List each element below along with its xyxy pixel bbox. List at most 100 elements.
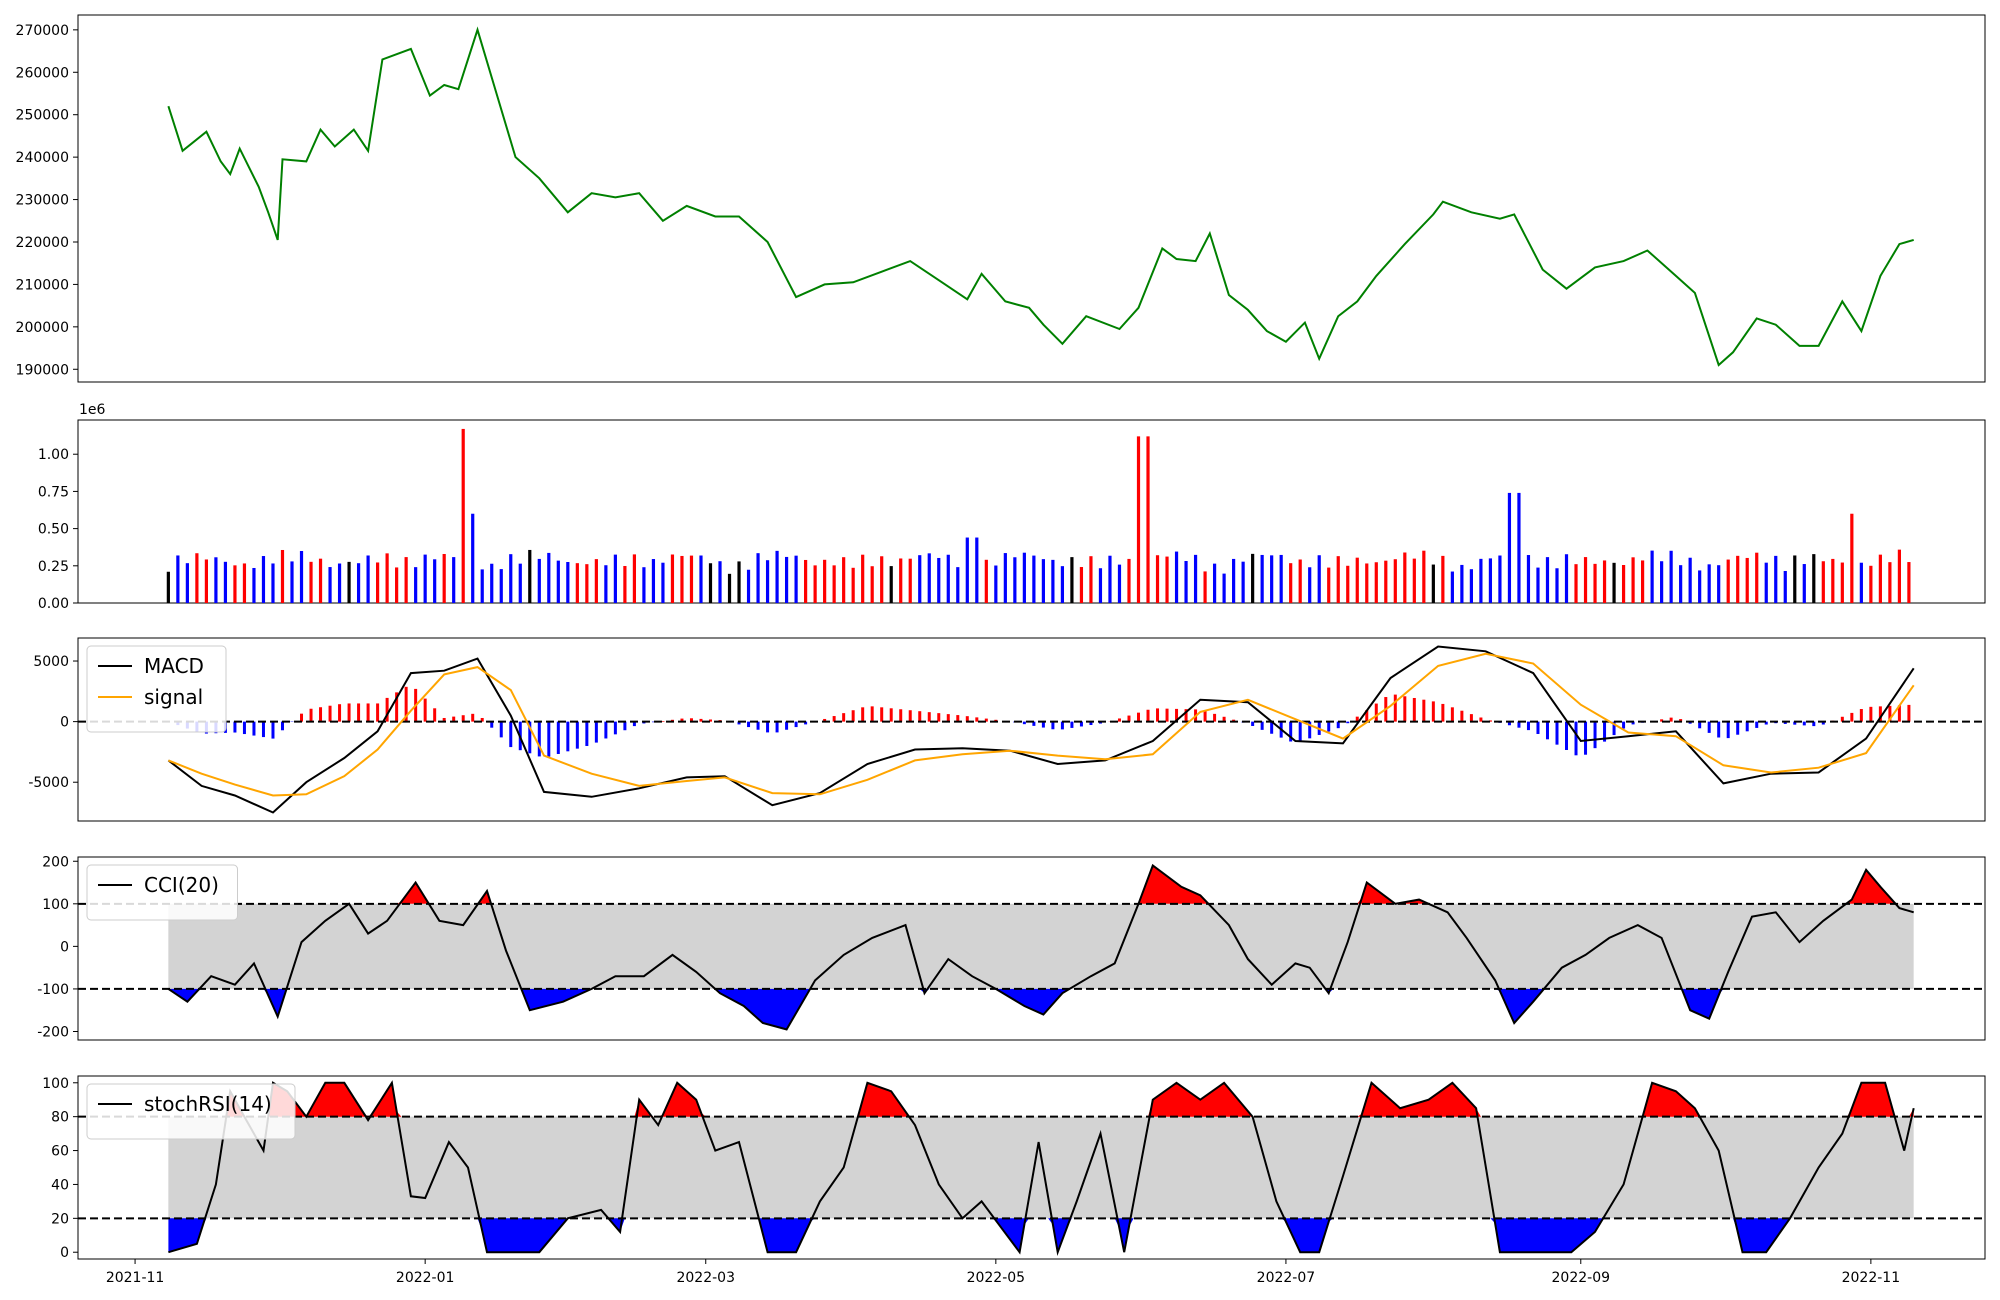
macd-histogram-bar: [699, 718, 703, 722]
volume-bar: [1878, 554, 1882, 603]
stochrsi-neutral-band: [168, 1116, 1914, 1219]
volume-bar: [1412, 558, 1416, 603]
volume-bar: [1041, 559, 1045, 603]
volume-bar: [1070, 557, 1074, 603]
macd-histogram-bar: [785, 721, 789, 730]
macd-histogram-bar: [1412, 697, 1416, 722]
volume-bar: [337, 563, 342, 603]
macd-histogram-bar: [1612, 721, 1616, 736]
volume-bar: [480, 569, 484, 603]
volume-bar: [956, 567, 960, 603]
macd-histogram-bar: [1622, 721, 1626, 729]
volume-bar: [1355, 557, 1359, 603]
volume-y-tick-label: 1.00: [38, 447, 69, 463]
macd-histogram-bar: [1878, 706, 1882, 722]
date-tick-label: 2022-05: [967, 1270, 1026, 1286]
volume-bar: [594, 559, 598, 603]
volume-bar: [861, 554, 865, 603]
volume-bar: [651, 559, 656, 603]
volume-bar: [1536, 567, 1540, 603]
volume-bar: [1003, 553, 1007, 603]
stochrsi-axes-frame: [77, 1075, 1986, 1260]
volume-bar: [461, 428, 465, 603]
macd-histogram-bar: [1897, 705, 1901, 722]
macd-histogram-bar: [585, 721, 589, 746]
macd-histogram-bar: [1051, 721, 1055, 730]
volume-bar: [1403, 552, 1407, 603]
volume-bar: [1612, 562, 1616, 603]
macd-histogram-bar: [1127, 715, 1131, 722]
volume-bar: [1384, 560, 1388, 603]
macd-histogram-bar: [1308, 721, 1312, 739]
price-y-tick-label: 210000: [16, 277, 69, 293]
macd-histogram-bar: [1469, 714, 1473, 722]
macd-histogram-bar: [623, 721, 627, 731]
macd-histogram-bar: [1460, 710, 1464, 722]
price-y-tick-label: 220000: [16, 235, 69, 251]
macd-histogram-bar: [471, 713, 475, 722]
volume-bar: [347, 561, 351, 603]
macd-histogram-bar: [1698, 721, 1702, 729]
volume-bar: [1869, 565, 1873, 603]
volume-bar: [1621, 565, 1626, 603]
volume-bar: [1241, 561, 1245, 603]
volume-bar: [309, 561, 313, 603]
macd-histogram-bar: [1203, 710, 1207, 722]
volume-bar: [965, 537, 969, 603]
macd-histogram-bar: [1565, 721, 1569, 750]
volume-bar: [918, 555, 922, 603]
macd-histogram-bar: [509, 721, 513, 748]
macd-histogram-bar: [1327, 721, 1331, 732]
volume-bar: [1840, 562, 1844, 603]
macd-histogram-bar: [1593, 721, 1597, 749]
volume-bar: [1117, 564, 1122, 603]
volume-bar: [280, 549, 285, 603]
volume-bar: [880, 556, 884, 603]
macd-histogram-bar: [1707, 721, 1711, 733]
macd-histogram-bar: [1555, 721, 1559, 745]
macd-histogram-bar: [1355, 716, 1359, 722]
macd-histogram-bar: [300, 713, 304, 722]
volume-bar: [1545, 557, 1550, 603]
date-tick-label: 2022-07: [1257, 1270, 1316, 1286]
macd-histogram-bar: [756, 721, 760, 730]
macd-histogram-bar: [385, 697, 389, 722]
macd-histogram-bar: [1089, 721, 1093, 726]
macd-histogram-bar: [261, 721, 265, 738]
volume-bar: [870, 566, 874, 603]
macd-histogram-bar: [1688, 721, 1692, 724]
volume-bar: [1831, 558, 1835, 603]
macd-histogram-bar: [423, 698, 427, 722]
macd-histogram-bar: [395, 692, 399, 722]
macd-histogram-bar: [1669, 717, 1673, 722]
macd-histogram-bar: [1184, 709, 1188, 722]
volume-bar: [242, 563, 247, 603]
volume-bar: [708, 563, 713, 603]
macd-histogram-bar: [280, 721, 284, 731]
macd-histogram-bar: [965, 716, 969, 722]
volume-bar: [490, 563, 494, 603]
volume-bar: [299, 550, 304, 603]
price-y-tick-label: 270000: [16, 23, 69, 39]
macd-histogram-bar: [1146, 709, 1150, 722]
volume-bar: [804, 559, 808, 603]
macd-histogram-bar: [490, 721, 494, 728]
volume-bar: [1888, 562, 1892, 603]
volume-bar: [1270, 555, 1274, 603]
macd-histogram-bar: [1213, 713, 1217, 722]
volume-bar: [1051, 559, 1055, 603]
volume-bar: [1726, 559, 1730, 603]
macd-histogram-bar: [1137, 712, 1141, 722]
macd-histogram-bar: [1745, 721, 1749, 732]
volume-bar: [433, 559, 437, 603]
price-axes-frame: [77, 14, 1986, 383]
volume-bar: [318, 558, 323, 603]
macd-histogram-bar: [604, 721, 608, 739]
macd-histogram-bar: [1840, 716, 1844, 722]
macd-histogram-bar: [870, 706, 874, 722]
macd-histogram-bar: [1812, 721, 1816, 727]
volume-bar: [1279, 554, 1283, 603]
volume-bar: [499, 569, 503, 603]
macd-histogram-bar: [309, 708, 313, 722]
volume-bar: [746, 569, 751, 603]
